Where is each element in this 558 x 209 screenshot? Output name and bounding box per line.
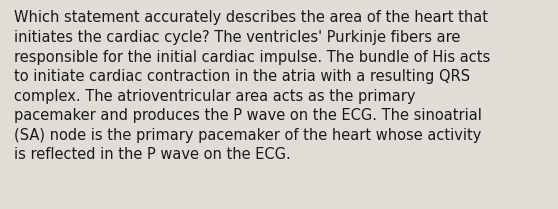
Text: Which statement accurately describes the area of the heart that
initiates the ca: Which statement accurately describes the… <box>14 10 490 162</box>
